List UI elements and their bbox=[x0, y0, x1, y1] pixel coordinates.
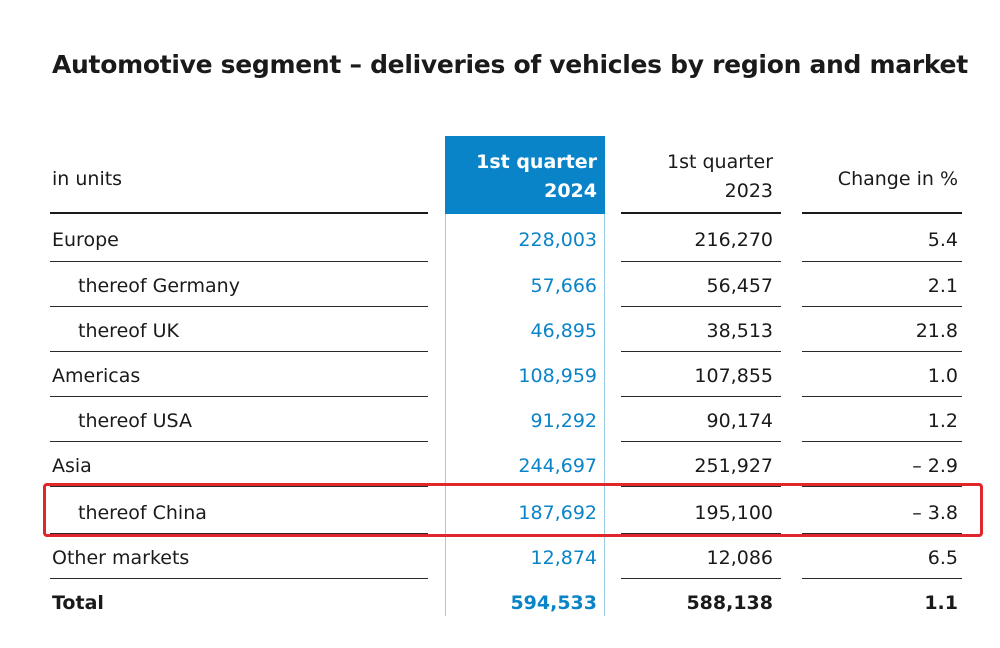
value-q1-2024: 244,697 bbox=[518, 455, 597, 477]
value-q1-2023: 195,100 bbox=[694, 502, 773, 524]
row-divider bbox=[50, 306, 428, 307]
value-q1-2024: 91,292 bbox=[530, 410, 597, 432]
row-divider bbox=[802, 578, 962, 579]
row-divider bbox=[50, 261, 428, 262]
value-q1-2023-total: 588,138 bbox=[686, 592, 773, 614]
value-q1-2024: 187,692 bbox=[518, 502, 597, 524]
row-divider bbox=[621, 486, 781, 487]
value-q1-2023: 216,270 bbox=[694, 229, 773, 251]
row-label: thereof China bbox=[78, 502, 207, 524]
row-divider bbox=[621, 261, 781, 262]
value-change: – 2.9 bbox=[912, 455, 958, 477]
value-change: 2.1 bbox=[927, 275, 958, 297]
row-divider bbox=[621, 396, 781, 397]
value-q1-2024: 108,959 bbox=[518, 365, 597, 387]
row-divider bbox=[50, 486, 428, 487]
value-q1-2023: 12,086 bbox=[706, 547, 773, 569]
header-change: Change in % bbox=[837, 168, 958, 190]
row-divider bbox=[50, 578, 428, 579]
row-label: Asia bbox=[52, 455, 92, 477]
deliveries-table: 1st quarter 2024 in units 1st quarter 20… bbox=[50, 136, 962, 616]
page-title: Automotive segment – deliveries of vehic… bbox=[52, 50, 968, 79]
header-q1-2024: 1st quarter 2024 bbox=[445, 136, 605, 214]
value-change: 6.5 bbox=[927, 547, 958, 569]
header-divider bbox=[621, 212, 781, 214]
row-label: Europe bbox=[52, 229, 119, 251]
header-q1-2023-line1: 1st quarter bbox=[667, 151, 773, 173]
row-label-total: Total bbox=[52, 592, 104, 614]
value-q1-2024: 12,874 bbox=[530, 547, 597, 569]
row-divider bbox=[50, 396, 428, 397]
row-divider bbox=[621, 351, 781, 352]
value-q1-2024: 57,666 bbox=[530, 275, 597, 297]
value-q1-2023: 56,457 bbox=[706, 275, 773, 297]
row-divider bbox=[50, 441, 428, 442]
highlight-column-2024 bbox=[445, 136, 605, 616]
row-divider bbox=[621, 578, 781, 579]
value-q1-2023: 90,174 bbox=[706, 410, 773, 432]
value-change: 21.8 bbox=[915, 320, 958, 342]
china-row-highlight bbox=[43, 483, 983, 537]
header-q1-2024-line1: 1st quarter bbox=[476, 151, 597, 173]
value-change: – 3.8 bbox=[912, 502, 958, 524]
row-divider bbox=[50, 351, 428, 352]
header-divider bbox=[802, 212, 962, 214]
value-q1-2023: 38,513 bbox=[706, 320, 773, 342]
value-change: 1.0 bbox=[927, 365, 958, 387]
row-label: Other markets bbox=[52, 547, 190, 569]
header-q1-2023: 1st quarter 2023 bbox=[621, 148, 781, 206]
row-divider bbox=[802, 486, 962, 487]
value-q1-2024: 228,003 bbox=[518, 229, 597, 251]
row-label: Americas bbox=[52, 365, 141, 387]
value-change: 5.4 bbox=[927, 229, 958, 251]
row-divider bbox=[802, 351, 962, 352]
row-label: thereof USA bbox=[78, 410, 192, 432]
value-change-total: 1.1 bbox=[924, 592, 958, 614]
header-q1-2023-line2: 2023 bbox=[724, 180, 773, 202]
value-q1-2023: 107,855 bbox=[694, 365, 773, 387]
value-change: 1.2 bbox=[927, 410, 958, 432]
header-divider bbox=[50, 212, 428, 214]
row-divider bbox=[621, 306, 781, 307]
row-label: thereof UK bbox=[78, 320, 179, 342]
row-divider bbox=[621, 533, 781, 534]
row-divider bbox=[802, 533, 962, 534]
value-q1-2023: 251,927 bbox=[694, 455, 773, 477]
row-divider bbox=[802, 306, 962, 307]
row-label: thereof Germany bbox=[78, 275, 240, 297]
value-q1-2024: 46,895 bbox=[530, 320, 597, 342]
value-q1-2024-total: 594,533 bbox=[510, 592, 597, 614]
header-q1-2024-line2: 2024 bbox=[544, 180, 597, 202]
row-divider bbox=[50, 533, 428, 534]
row-divider bbox=[802, 396, 962, 397]
row-divider bbox=[621, 441, 781, 442]
row-divider bbox=[802, 441, 962, 442]
row-divider bbox=[802, 261, 962, 262]
header-units: in units bbox=[52, 168, 123, 190]
